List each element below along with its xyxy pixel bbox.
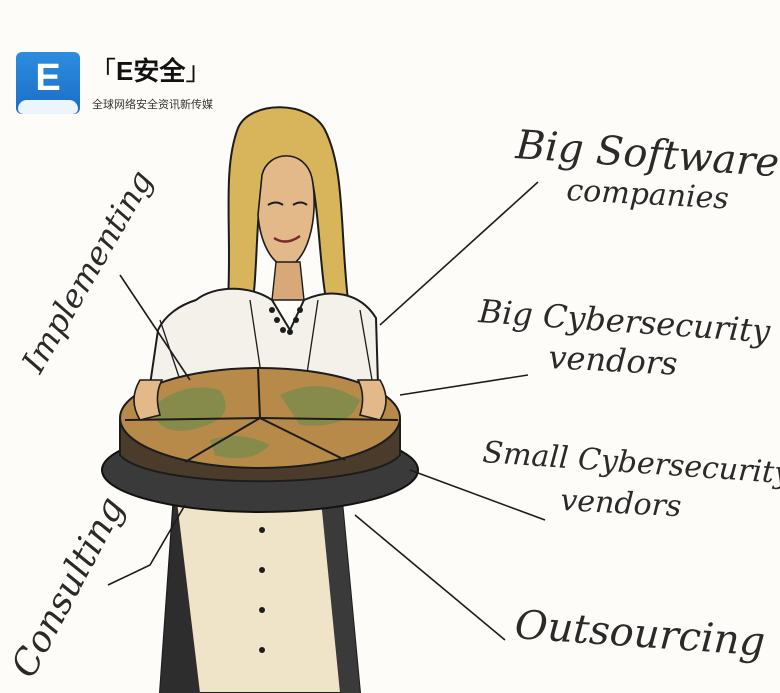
label-outsourcing: Outsourcing (513, 602, 766, 665)
pie-slice-cuts (124, 367, 399, 463)
label-small-cyber-line2: vendors (560, 483, 683, 524)
line-implementing (119, 274, 191, 381)
label-big-cyber-line2: vendors (548, 338, 679, 383)
connector-lines (107, 181, 546, 641)
jacket-body (148, 287, 380, 386)
line-big-cyber (399, 374, 529, 396)
line-small-cyber (409, 469, 546, 521)
label-implementing: Implementing (14, 164, 161, 380)
brand-logo: E 「E安全」 全球网络安全资讯新传媒 (16, 52, 216, 116)
logo-bracket-close: 」 (185, 56, 212, 86)
dress-shadow (160, 485, 200, 693)
face-shape (257, 155, 315, 269)
right-hand (356, 379, 387, 421)
dress-shadow-right (320, 480, 360, 693)
logo-name-text: E安全 (116, 56, 186, 86)
line-outsourcing (354, 514, 506, 641)
logo-tagline: 全球网络安全资讯新传媒 (92, 98, 213, 111)
neck (271, 261, 305, 301)
pie-filling-patches (150, 386, 360, 459)
label-big-software-line2: companies (566, 173, 730, 216)
line-consulting (107, 504, 186, 586)
line-big-software (379, 181, 539, 326)
label-consulting: Consulting (4, 490, 133, 684)
eyes (267, 201, 308, 206)
cloud-icon (18, 100, 78, 114)
necklace (269, 307, 303, 335)
logo-letter: E (35, 57, 61, 99)
dress-buttons (259, 527, 265, 653)
mouth (273, 234, 301, 243)
left-hand (133, 379, 164, 421)
label-small-cyber-line1: Small Cybersecurity (481, 435, 780, 492)
logo-tile-icon: E (16, 52, 80, 114)
logo-bracket-open: 「 (90, 56, 117, 86)
logo-name: 「E安全」 (90, 54, 211, 88)
